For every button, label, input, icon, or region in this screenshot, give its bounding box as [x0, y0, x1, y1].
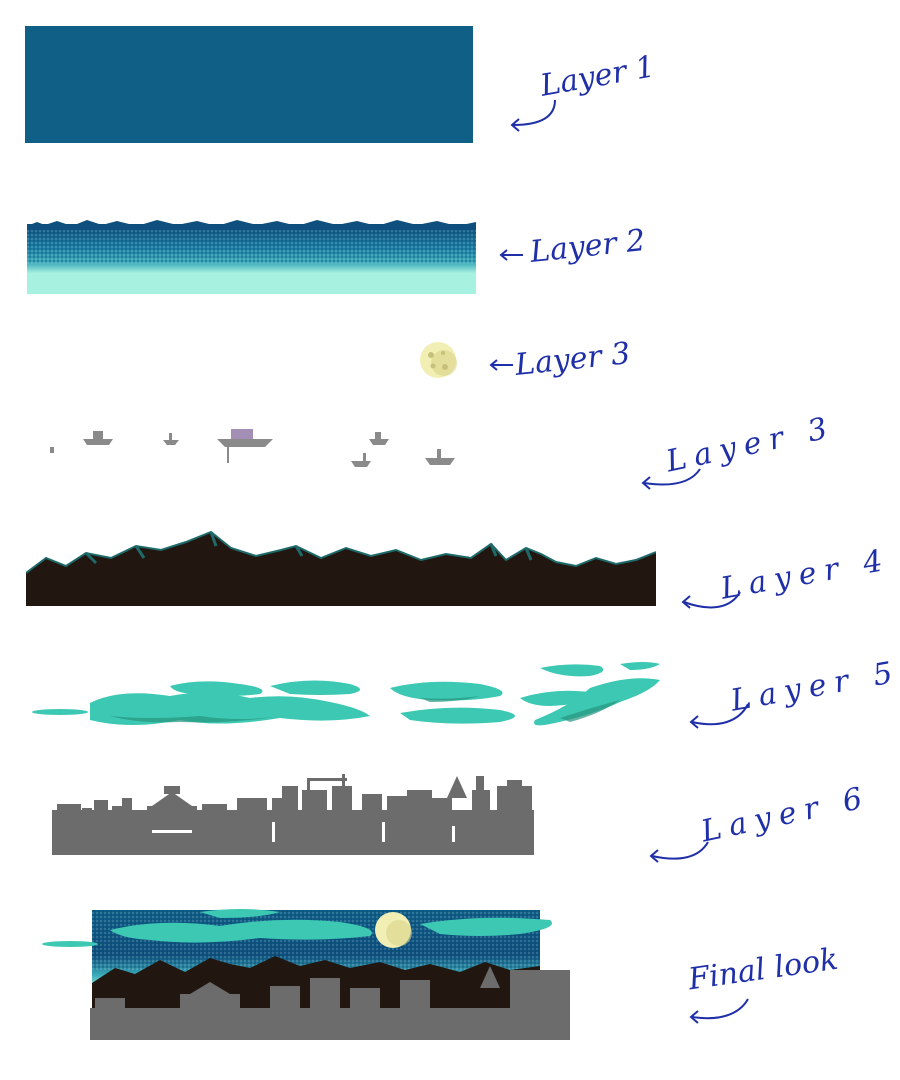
layer3-ships-panel	[45, 425, 465, 473]
final-look-arrow-icon	[689, 998, 749, 1024]
layer3-ships-arrow-icon	[641, 468, 701, 490]
final-look-label: Final look	[686, 941, 841, 998]
layer6-city-panel	[52, 770, 534, 855]
layer3-moon-label: Layer 3	[513, 336, 632, 383]
final-composite-panel	[40, 908, 570, 1040]
layer3-moon-arrow-icon	[489, 359, 513, 371]
layer4-arrow-icon	[681, 591, 741, 609]
layer6-arrow-icon	[649, 841, 709, 863]
layer5-arrow-icon	[689, 703, 749, 729]
layer5-label: Layer 5	[728, 654, 900, 719]
layer2-arrow-icon	[499, 249, 523, 261]
layer4-mountains-panel	[26, 528, 656, 606]
layer3-moon-panel	[419, 341, 459, 381]
layer5-clouds-panel	[30, 658, 665, 738]
layer6-label: Layer 6	[698, 779, 874, 850]
layer1-sky-panel	[25, 26, 473, 143]
layer2-label: Layer 2	[528, 223, 647, 270]
layer2-gradient-panel	[27, 218, 476, 294]
layer1-arrow-icon	[510, 99, 556, 132]
